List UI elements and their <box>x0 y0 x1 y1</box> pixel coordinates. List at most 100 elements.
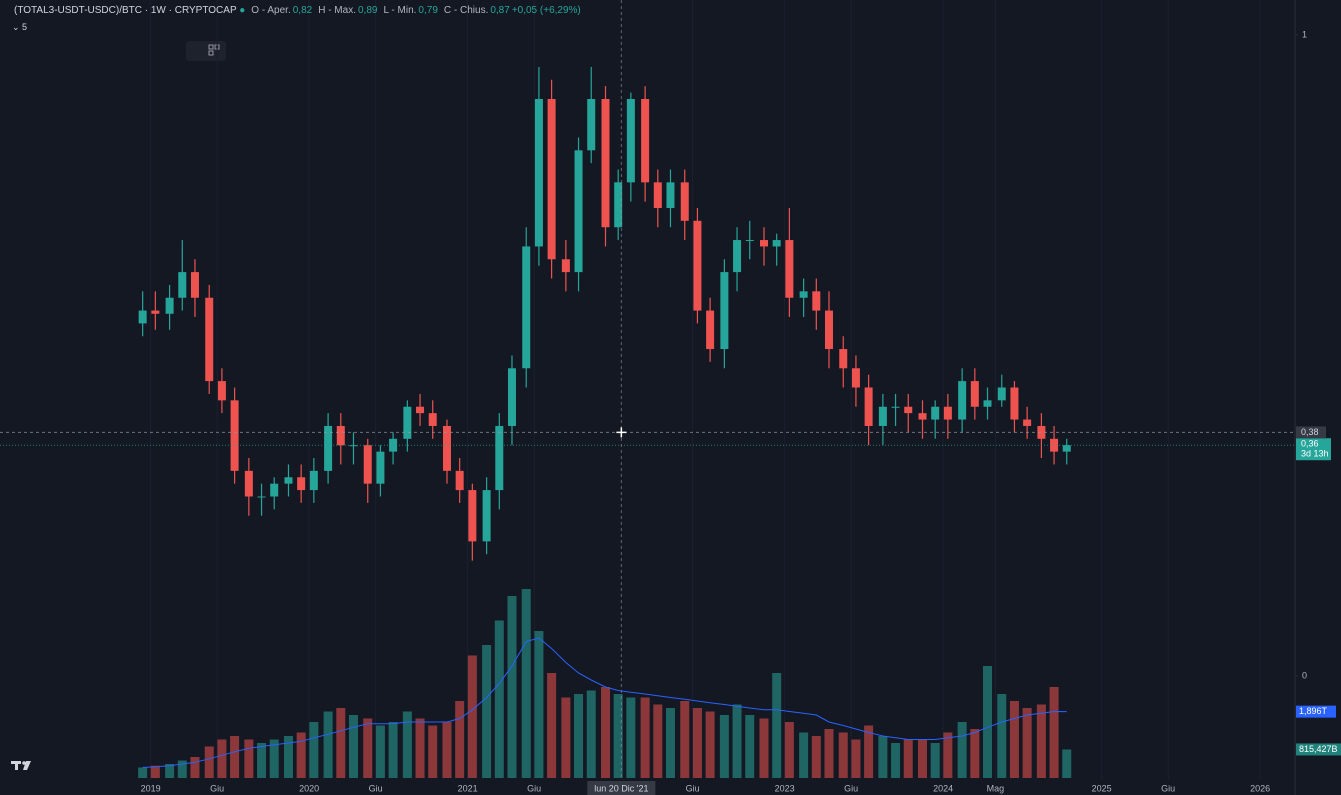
x-tick-label: Giu <box>1161 783 1175 793</box>
candle-body <box>468 490 477 542</box>
last-price-label: 0,36 <box>1301 439 1319 449</box>
countdown-label: 3d 13h <box>1301 449 1329 459</box>
candle-body <box>561 259 570 273</box>
volume-pane <box>138 589 1072 778</box>
candle-body <box>442 425 451 471</box>
volume-bar <box>930 743 940 778</box>
candle-body <box>891 406 900 408</box>
toolbar-icon[interactable] <box>186 41 226 61</box>
volume-bar <box>719 715 729 778</box>
volume-bar <box>138 767 148 778</box>
volume-bar <box>561 697 571 778</box>
candle-body <box>165 297 174 314</box>
volume-bar <box>177 760 187 778</box>
volume-ma-label-box <box>1296 705 1336 718</box>
candle-body <box>547 99 556 260</box>
volume-bar <box>851 739 861 778</box>
volume-bar <box>402 711 412 778</box>
volume-bar <box>759 718 769 778</box>
x-tick-label: 2025 <box>1092 783 1112 793</box>
candle-body <box>706 310 715 350</box>
legend-header: (TOTAL3-USDT-USDC)/BTC · 1W · CRYPTOCAP … <box>14 5 581 16</box>
y-tick-label: 0 <box>1302 670 1307 680</box>
volume-bar <box>982 666 992 778</box>
volume-bar <box>680 701 690 778</box>
symbol[interactable]: (TOTAL3-USDT-USDC)/BTC · 1W · CRYPTOCAP <box>14 5 237 16</box>
indicator-toggle[interactable]: ⌄ 5 <box>12 22 28 32</box>
ohlc-label: C - Chius. <box>443 5 489 16</box>
candle-body <box>349 445 358 447</box>
volume-bar <box>1022 708 1032 778</box>
volume-bar <box>732 704 742 778</box>
volume-bar <box>997 694 1007 778</box>
crosshair-x-label: lun 20 Dic '21 <box>594 783 648 793</box>
ohlc-value: 0,87 <box>490 5 510 16</box>
candle-body <box>851 368 860 388</box>
ohlc-label: H - Max. <box>318 5 356 16</box>
candle-body <box>270 483 279 497</box>
candle-body <box>522 246 531 369</box>
tradingview-logo <box>11 761 31 770</box>
volume-bar <box>494 620 504 778</box>
candle-body <box>376 451 385 484</box>
volume-bar <box>507 596 517 778</box>
candle-body <box>864 387 873 426</box>
indicator-count: 5 <box>22 22 28 32</box>
volume-bar <box>811 736 821 778</box>
candle-body <box>943 406 952 420</box>
x-tick-label: 2026 <box>1250 783 1270 793</box>
x-tick-label: 2020 <box>299 783 319 793</box>
candle-body <box>824 310 833 350</box>
x-tick-label: 2023 <box>775 783 795 793</box>
volume-bar <box>640 697 650 778</box>
candle-body <box>455 470 464 491</box>
volume-bar <box>455 701 465 778</box>
candle-body <box>931 406 940 420</box>
x-tick-label: Giu <box>686 783 700 793</box>
crosshair-y-label: 0,38 <box>1301 427 1319 437</box>
crosshair-y-box <box>1296 426 1326 439</box>
candle-body <box>772 240 781 247</box>
x-tick-label: Giu <box>844 783 858 793</box>
candle-body <box>745 240 754 242</box>
volume-bar <box>467 655 477 778</box>
x-tick-label: Mag <box>987 783 1005 793</box>
candle-body <box>693 220 702 311</box>
candle-body <box>641 99 650 183</box>
volume-bar <box>586 690 596 778</box>
candle-body <box>297 477 306 491</box>
volume-bar <box>296 732 306 778</box>
ohlc-label: L - Min. <box>383 5 417 16</box>
volume-bar <box>428 725 438 778</box>
volume-bar <box>415 718 425 778</box>
volume-bar <box>363 718 373 778</box>
volume-bar <box>375 725 385 778</box>
volume-bar <box>745 715 755 778</box>
volume-bar <box>217 739 227 778</box>
ohlc-value: 0,89 <box>357 5 378 16</box>
volume-bar <box>150 765 160 778</box>
candle-body <box>205 297 214 382</box>
volume-bar <box>824 729 834 778</box>
candle-body <box>257 496 266 498</box>
volume-bar <box>230 736 240 778</box>
candle-body <box>178 272 187 298</box>
last-price-box <box>1296 438 1331 461</box>
candle-body <box>799 291 808 298</box>
x-tick-label: 2024 <box>933 783 953 793</box>
x-tick-label: 2019 <box>141 783 161 793</box>
volume-bar <box>943 732 953 778</box>
volume-bar <box>705 711 715 778</box>
candle-body <box>958 381 967 420</box>
candle-body <box>733 240 742 273</box>
candle-body <box>495 425 504 491</box>
volume-bar <box>878 736 888 778</box>
volume-label: 815,427B <box>1299 744 1338 754</box>
volume-bar <box>257 743 267 778</box>
candle-body <box>812 291 821 311</box>
candle-body <box>244 470 253 497</box>
volume-bar <box>957 722 967 778</box>
candle-body <box>1062 445 1071 452</box>
